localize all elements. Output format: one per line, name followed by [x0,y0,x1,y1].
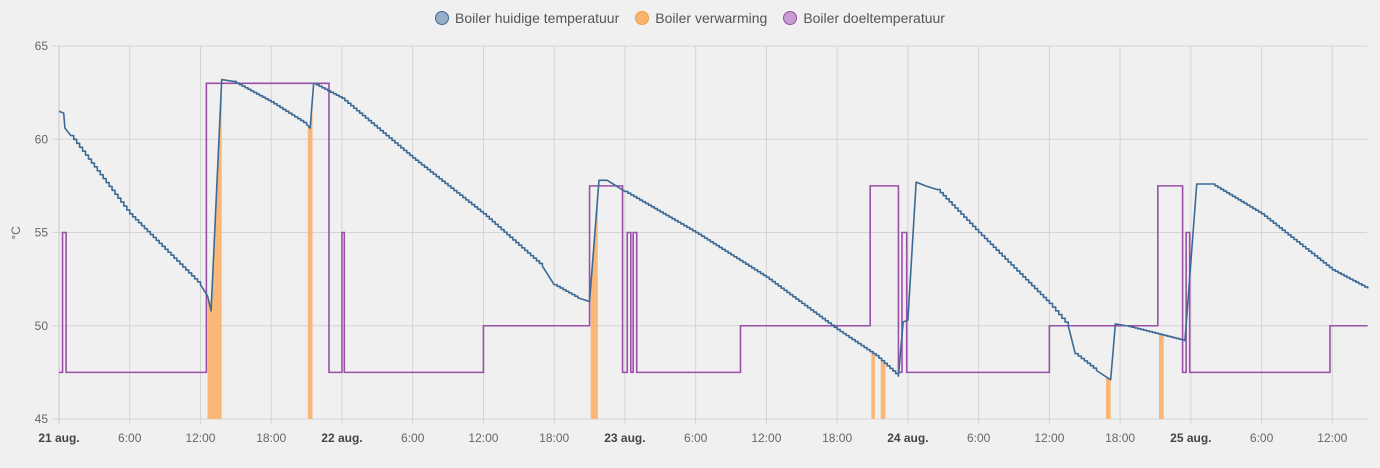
x-tick-label: 18:00 [256,431,286,445]
y-tick-label: 65 [35,39,49,53]
legend-item-current-temp[interactable]: Boiler huidige temperatuur [435,10,619,26]
x-tick-label: 6:00 [401,431,425,445]
y-tick-label: 55 [35,226,49,240]
legend-dot-icon [783,11,798,25]
x-tick-label: 12:00 [1034,431,1064,445]
legend-item-heating[interactable]: Boiler verwarming [635,10,767,26]
y-tick-label: 50 [35,319,49,333]
x-tick-label: 6:00 [118,431,142,445]
y-tick-label: 45 [35,412,49,426]
x-tick-label: 22 aug. [321,431,362,445]
x-tick-label: 6:00 [684,431,708,445]
chart-legend: Boiler huidige temperatuur Boiler verwar… [0,10,1380,26]
current-temp-series [58,78,1369,381]
x-axis: 21 aug. 6:00 12:00 18:00 22 aug. 6:00 12:00 18:… [38,431,1347,445]
chart-grid [53,45,1367,424]
x-tick-label: 12:00 [751,431,781,445]
legend-label: Boiler doeltemperatuur [803,10,945,26]
x-tick-label: 18:00 [822,431,852,445]
y-tick-label: 60 [35,132,49,146]
legend-dot-icon [435,11,450,25]
x-tick-label: 12:00 [185,431,215,445]
x-tick-label: 18:00 [1105,431,1135,445]
y-axis-label: °C [9,226,23,240]
x-tick-label: 25 aug. [1170,431,1211,445]
x-tick-label: 18:00 [539,431,569,445]
x-tick-label: 21 aug. [38,431,79,445]
y-axis: 65 60 55 50 45 [35,39,49,426]
heating-area-series [207,79,1164,419]
x-tick-label: 6:00 [967,431,991,445]
legend-label: Boiler huidige temperatuur [455,10,620,26]
legend-label: Boiler verwarming [655,10,768,26]
x-tick-label: 23 aug. [604,431,645,445]
target-temp-series [59,82,1368,374]
legend-dot-icon [635,11,650,25]
x-tick-label: 24 aug. [887,431,928,445]
x-tick-label: 12:00 [1317,431,1347,445]
legend-item-target-temp[interactable]: Boiler doeltemperatuur [783,10,945,26]
x-tick-label: 6:00 [1250,431,1274,445]
x-tick-label: 12:00 [468,431,498,445]
